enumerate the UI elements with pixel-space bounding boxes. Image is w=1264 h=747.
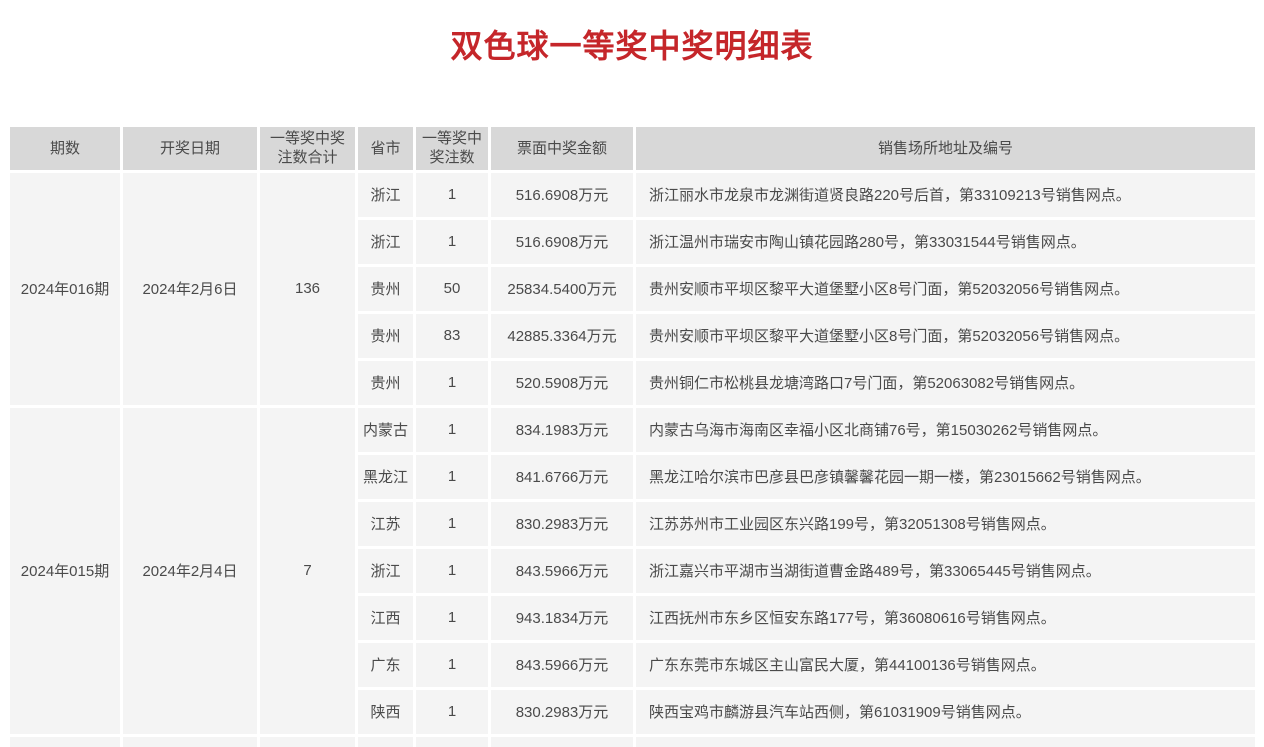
table-header-row: 期数 开奖日期 一等奖中奖注数合计 省市 一等奖中奖注数 票面中奖金额 销售场所… [10, 126, 1255, 170]
province-cell: 广东 [358, 642, 413, 687]
table-row: 浙江 1 843.5966万元 浙江嘉兴市平湖市当湖街道曹金路489号，第330… [10, 548, 1255, 593]
bets-cell: 1 [416, 360, 488, 405]
table-row: 黑龙江 1 841.6766万元 黑龙江哈尔滨市巴彦县巴彦镇馨馨花园一期一楼，第… [10, 454, 1255, 499]
table-row-partial [10, 736, 1255, 747]
page-title: 双色球一等奖中奖明细表 [450, 28, 814, 64]
address-cell: 广东东莞市东城区主山富民大厦，第44100136号销售网点。 [636, 642, 1255, 687]
amount-cell: 520.5908万元 [491, 360, 633, 405]
table-row: 贵州 1 520.5908万元 贵州铜仁市松桃县龙塘湾路口7号门面，第52063… [10, 360, 1255, 405]
address-cell: 黑龙江哈尔滨市巴彦县巴彦镇馨馨花园一期一楼，第23015662号销售网点。 [636, 454, 1255, 499]
amount-cell: 516.6908万元 [491, 219, 633, 264]
province-cell: 浙江 [358, 172, 413, 217]
bets-cell: 1 [416, 548, 488, 593]
table-row: 浙江 1 516.6908万元 浙江温州市瑞安市陶山镇花园路280号，第3303… [10, 219, 1255, 264]
header-period: 期数 [10, 126, 120, 170]
amount-cell [491, 736, 633, 747]
amount-cell: 843.5966万元 [491, 642, 633, 687]
bets-cell: 1 [416, 595, 488, 640]
header-draw-date: 开奖日期 [123, 126, 257, 170]
bets-cell: 1 [416, 454, 488, 499]
bets-cell: 1 [416, 501, 488, 546]
bets-cell: 1 [416, 642, 488, 687]
header-amount: 票面中奖金额 [491, 126, 633, 170]
amount-cell: 25834.5400万元 [491, 266, 633, 311]
address-cell: 内蒙古乌海市海南区幸福小区北商铺76号，第15030262号销售网点。 [636, 407, 1255, 452]
province-cell: 浙江 [358, 548, 413, 593]
period-cell [10, 736, 120, 747]
amount-cell: 42885.3364万元 [491, 313, 633, 358]
header-province: 省市 [358, 126, 413, 170]
lottery-prize-table: 期数 开奖日期 一等奖中奖注数合计 省市 一等奖中奖注数 票面中奖金额 销售场所… [7, 124, 1258, 747]
bets-cell: 1 [416, 689, 488, 734]
draw-date-cell: 2024年2月4日 [123, 407, 257, 734]
address-cell: 浙江嘉兴市平湖市当湖街道曹金路489号，第33065445号销售网点。 [636, 548, 1255, 593]
province-cell: 黑龙江 [358, 454, 413, 499]
address-cell: 陕西宝鸡市麟游县汽车站西侧，第61031909号销售网点。 [636, 689, 1255, 734]
bets-cell: 50 [416, 266, 488, 311]
province-cell [358, 736, 413, 747]
amount-cell: 830.2983万元 [491, 501, 633, 546]
header-address: 销售场所地址及编号 [636, 126, 1255, 170]
province-cell: 贵州 [358, 313, 413, 358]
bets-cell: 1 [416, 219, 488, 264]
province-cell: 陕西 [358, 689, 413, 734]
total-bets-cell [260, 736, 355, 747]
province-cell: 江苏 [358, 501, 413, 546]
table-row: 2024年016期 2024年2月6日 136 浙江 1 516.6908万元 … [10, 172, 1255, 405]
bets-cell [416, 736, 488, 747]
address-cell [636, 736, 1255, 747]
table-row: 陕西 1 830.2983万元 陕西宝鸡市麟游县汽车站西侧，第61031909号… [10, 689, 1255, 734]
province-cell: 贵州 [358, 360, 413, 405]
bets-cell: 1 [416, 172, 488, 217]
total-bets-cell: 7 [260, 407, 355, 734]
province-cell: 贵州 [358, 266, 413, 311]
table-row: 贵州 83 42885.3364万元 贵州安顺市平坝区黎平大道堡墅小区8号门面，… [10, 313, 1255, 358]
province-cell: 浙江 [358, 219, 413, 264]
draw-date-cell [123, 736, 257, 747]
table-row: 江西 1 943.1834万元 江西抚州市东乡区恒安东路177号，第360806… [10, 595, 1255, 640]
total-bets-cell: 136 [260, 172, 355, 405]
bets-cell: 1 [416, 407, 488, 452]
province-cell: 江西 [358, 595, 413, 640]
bets-cell: 83 [416, 313, 488, 358]
table-row: 贵州 50 25834.5400万元 贵州安顺市平坝区黎平大道堡墅小区8号门面，… [10, 266, 1255, 311]
amount-cell: 843.5966万元 [491, 548, 633, 593]
address-cell: 浙江丽水市龙泉市龙渊街道贤良路220号后首，第33109213号销售网点。 [636, 172, 1255, 217]
address-cell: 江苏苏州市工业园区东兴路199号，第32051308号销售网点。 [636, 501, 1255, 546]
address-cell: 江西抚州市东乡区恒安东路177号，第36080616号销售网点。 [636, 595, 1255, 640]
province-cell: 内蒙古 [358, 407, 413, 452]
amount-cell: 830.2983万元 [491, 689, 633, 734]
address-cell: 贵州铜仁市松桃县龙塘湾路口7号门面，第52063082号销售网点。 [636, 360, 1255, 405]
period-cell: 2024年016期 [10, 172, 120, 405]
amount-cell: 834.1983万元 [491, 407, 633, 452]
address-cell: 浙江温州市瑞安市陶山镇花园路280号，第33031544号销售网点。 [636, 219, 1255, 264]
period-cell: 2024年015期 [10, 407, 120, 734]
table-row: 江苏 1 830.2983万元 江苏苏州市工业园区东兴路199号，第320513… [10, 501, 1255, 546]
table-row: 广东 1 843.5966万元 广东东莞市东城区主山富民大厦，第44100136… [10, 642, 1255, 687]
header-bets: 一等奖中奖注数 [416, 126, 488, 170]
table-row: 2024年015期 2024年2月4日 7 内蒙古 1 834.1983万元 内… [10, 407, 1255, 734]
header-total-bets: 一等奖中奖注数合计 [260, 126, 355, 170]
address-cell: 贵州安顺市平坝区黎平大道堡墅小区8号门面，第52032056号销售网点。 [636, 313, 1255, 358]
amount-cell: 943.1834万元 [491, 595, 633, 640]
address-cell: 贵州安顺市平坝区黎平大道堡墅小区8号门面，第52032056号销售网点。 [636, 266, 1255, 311]
draw-date-cell: 2024年2月6日 [123, 172, 257, 405]
amount-cell: 516.6908万元 [491, 172, 633, 217]
amount-cell: 841.6766万元 [491, 454, 633, 499]
